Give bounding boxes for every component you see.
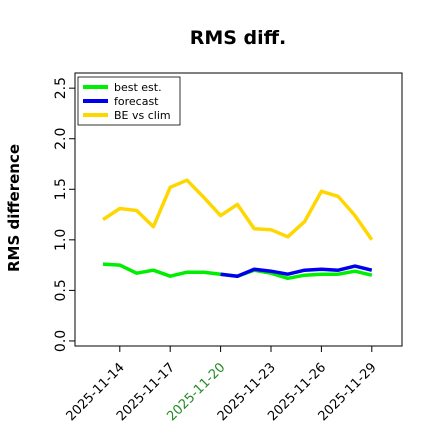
- series-line-forecast: [220, 264, 373, 278]
- legend-label: forecast: [114, 95, 159, 108]
- y-tick-label: 2.0: [53, 128, 69, 150]
- y-tick-label: 2.5: [53, 77, 69, 99]
- legend-label: BE vs clim: [114, 109, 171, 122]
- series-line-be-vs-clim: [102, 178, 374, 241]
- y-tick-label: 0.5: [53, 279, 69, 301]
- y-axis: 0.0 0.5 1.0 1.5 2.0 2.5: [53, 77, 75, 352]
- x-axis: 2025-11-142025-11-172025-11-202025-11-23…: [64, 346, 380, 424]
- plot-frame: [74, 72, 403, 347]
- legend-label: best est.: [114, 81, 162, 94]
- y-tick-label: 1.0: [53, 229, 69, 251]
- y-tick-label: 0.0: [53, 330, 69, 352]
- y-axis-label: RMS difference: [5, 144, 23, 272]
- chart-title: RMS diff.: [190, 27, 287, 49]
- series-lines: [102, 178, 374, 281]
- y-tick-label: 1.5: [53, 178, 69, 200]
